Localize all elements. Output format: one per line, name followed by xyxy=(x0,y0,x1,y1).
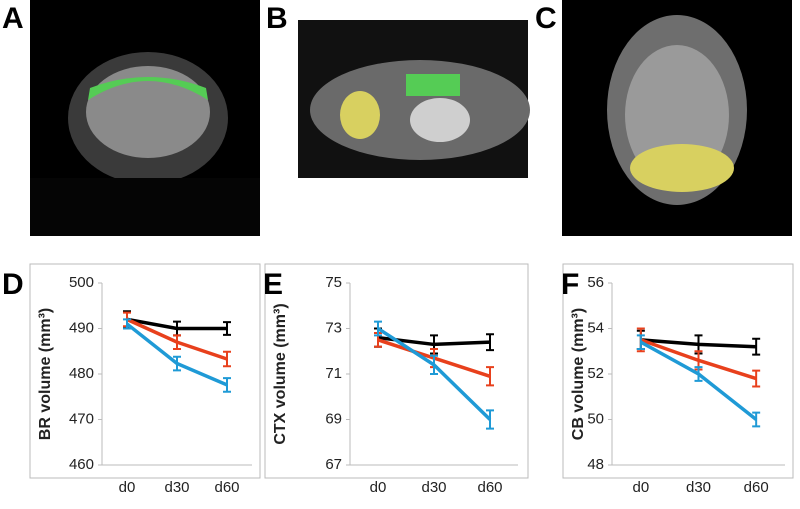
y-axis-label: CB volume (mm³) xyxy=(570,308,587,440)
y-tick-label: 69 xyxy=(325,410,342,427)
error-bar xyxy=(223,377,231,393)
y-tick-label: 67 xyxy=(325,456,342,473)
y-tick-label: 52 xyxy=(587,365,604,382)
x-tick-label: d60 xyxy=(214,479,239,496)
x-tick-label: d0 xyxy=(370,479,387,496)
chart-frame xyxy=(29,263,261,479)
error-bar xyxy=(752,369,761,388)
mri-sagittal xyxy=(298,20,530,178)
x-tick-label: d0 xyxy=(119,479,136,496)
x-tick-label: d60 xyxy=(744,479,769,496)
error-bar xyxy=(694,366,703,382)
error-bar xyxy=(752,411,761,428)
error-bar xyxy=(223,350,231,368)
error-bar xyxy=(486,409,494,430)
y-tick-label: 48 xyxy=(587,456,604,473)
x-tick-label: d30 xyxy=(686,479,711,496)
error-bar xyxy=(223,321,231,336)
panel-label: E xyxy=(263,268,283,301)
y-tick-label: 54 xyxy=(587,319,604,336)
panel-label: B xyxy=(266,2,288,35)
y-tick-label: 71 xyxy=(325,365,342,382)
error-bar xyxy=(752,337,761,356)
y-tick-label: 500 xyxy=(69,274,94,291)
y-tick-label: 490 xyxy=(69,319,94,336)
y-tick-label: 460 xyxy=(69,456,94,473)
error-bar xyxy=(123,318,131,330)
y-tick-label: 75 xyxy=(325,274,342,291)
error-bar xyxy=(486,333,494,352)
y-axis-label: BR volume (mm³) xyxy=(37,308,54,440)
x-tick-label: d30 xyxy=(421,479,446,496)
error-bar xyxy=(173,355,181,372)
y-tick-label: 50 xyxy=(587,410,604,427)
error-bar xyxy=(486,366,494,387)
error-bar xyxy=(636,334,645,350)
panel-label: A xyxy=(2,2,24,35)
error-bar xyxy=(374,320,382,337)
y-axis-label: CTX volume (mm³) xyxy=(272,303,289,444)
panel-label: F xyxy=(561,268,579,301)
mri-horizontal xyxy=(562,0,792,236)
x-tick-label: d60 xyxy=(477,479,502,496)
chart-frame xyxy=(264,263,529,479)
mri-coronal xyxy=(30,0,260,236)
error-bar xyxy=(173,334,181,350)
x-tick-label: d0 xyxy=(632,479,649,496)
y-tick-label: 56 xyxy=(587,274,604,291)
y-tick-label: 470 xyxy=(69,410,94,427)
error-bar xyxy=(430,354,438,375)
y-tick-label: 73 xyxy=(325,319,342,336)
y-tick-label: 480 xyxy=(69,365,94,382)
panel-label: D xyxy=(2,268,24,301)
chart-frame xyxy=(562,263,794,479)
panel-label: C xyxy=(535,2,557,35)
x-tick-label: d30 xyxy=(164,479,189,496)
